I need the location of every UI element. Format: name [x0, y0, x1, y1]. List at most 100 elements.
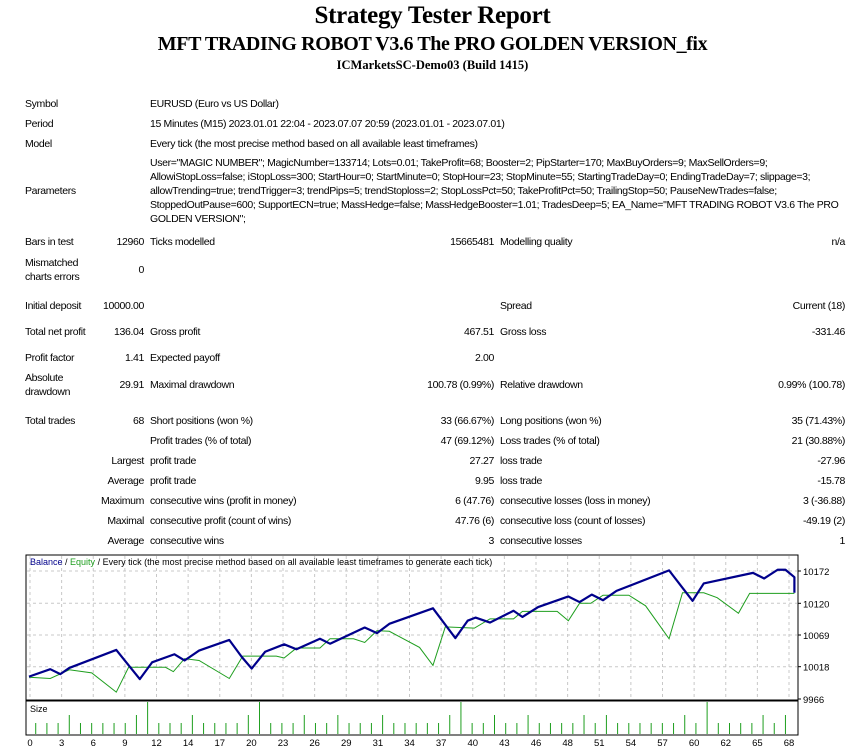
parameters-label: Parameters [25, 185, 76, 197]
y-tick-label: 10018 [803, 663, 829, 674]
abs-dd-value: 29.91 [119, 379, 144, 391]
x-tick-label: 23 [278, 738, 289, 749]
max-profit-label: consecutive profit (count of wins) [150, 515, 292, 527]
avg-profit-label: profit trade [150, 475, 196, 487]
bars-value: 12960 [116, 236, 145, 248]
spread-value: Current (18) [792, 300, 846, 312]
ticks-value: 15665481 [450, 236, 494, 248]
x-tick-label: 31 [373, 738, 384, 749]
spread-label: Spread [500, 300, 532, 312]
x-tick-label: 48 [562, 738, 573, 749]
balance-line [28, 568, 796, 681]
model-value: Every tick (the most precise method base… [150, 138, 478, 150]
row-pf: Profit factor 1.41 Expected payoff 2.00 [22, 348, 848, 368]
row-drawdown: Absolute drawdown 29.91 Maximal drawdown… [22, 368, 848, 402]
x-tick-label: 68 [784, 738, 795, 749]
x-tick-label: 43 [499, 738, 510, 749]
avg-wins-value: 3 [488, 535, 495, 547]
balance-equity-chart: Balance / Equity / Every tick (the most … [25, 554, 829, 749]
x-tick-label: 60 [689, 738, 700, 749]
row-maximal: Maximal consecutive profit (count of win… [22, 511, 848, 531]
profit-trades-value: 47 (69.12%) [440, 435, 495, 447]
x-tick-label: 17 [214, 738, 225, 749]
main-plot-frame [25, 554, 799, 701]
row-symbol: Symbol EURUSD (Euro vs US Dollar) [22, 94, 848, 114]
x-tick-label: 14 [183, 738, 194, 749]
maximal-label: Maximal [107, 515, 144, 527]
maximum-label: Maximum [100, 495, 144, 507]
net-label: Total net profit [25, 326, 86, 338]
x-tick-label: 29 [341, 738, 352, 749]
row-average-consecutive: Average consecutive wins 3 consecutive l… [22, 531, 848, 551]
period-value: 15 Minutes (M15) 2023.01.01 22:04 - 2023… [150, 118, 505, 130]
max-profit-value: 47.76 (6) [455, 515, 494, 527]
equity-line [28, 592, 795, 693]
x-axis-labels: 0 3 6 9 12 14 17 20 23 26 29 31 34 37 40 43 46 48 51 54 57 60… [27, 738, 794, 749]
model-label: Model [25, 138, 52, 150]
row-profit-trades: Profit trades (% of total) 47 (69.12%) L… [22, 431, 848, 451]
largest-label: Largest [111, 455, 144, 467]
avg-losses-value: 1 [839, 535, 846, 547]
deposit-label: Initial deposit [25, 300, 82, 312]
size-bars [35, 702, 786, 734]
rel-dd-value: 0.99% (100.78) [778, 379, 846, 391]
parameters-value: User="MAGIC NUMBER"; MagicNumber=133714;… [150, 157, 839, 225]
row-bars: Bars in test 12960 Ticks modelled 156654… [22, 228, 848, 256]
loss-trades-label: Loss trades (% of total) [500, 435, 600, 447]
rel-dd-label: Relative drawdown [500, 379, 583, 391]
max-losses-value: 3 (-36.88) [803, 495, 846, 507]
gross-loss-value: -331.46 [811, 326, 846, 338]
x-tick-label: 51 [594, 738, 605, 749]
payoff-value: 2.00 [474, 352, 494, 364]
size-plot-frame [25, 700, 799, 736]
x-tick-label: 65 [752, 738, 763, 749]
x-tick-label: 37 [436, 738, 447, 749]
server-name: ICMarketsSC-Demo03 (Build 1415) [336, 58, 529, 72]
pf-value: 1.41 [124, 352, 144, 364]
legend-balance: Balance [30, 557, 63, 567]
quality-value: n/a [831, 236, 846, 248]
legend-sep: / [63, 557, 71, 567]
x-tick-label: 54 [626, 738, 637, 749]
legend-equity: Equity [70, 557, 96, 567]
y-tick-label: 10172 [803, 567, 829, 578]
x-tick-label: 6 [91, 738, 96, 749]
report-title: Strategy Tester Report [314, 2, 551, 29]
gross-profit-label: Gross profit [150, 326, 201, 338]
legend-model: / Every tick (the most precise method ba… [95, 557, 492, 567]
long-label: Long positions (won %) [500, 415, 602, 427]
y-tick-label: 10120 [803, 599, 829, 610]
symbol-value: EURUSD (Euro vs US Dollar) [150, 98, 279, 110]
x-tick-label: 34 [404, 738, 415, 749]
size-label: Size [30, 704, 48, 714]
trades-label: Total trades [25, 415, 76, 427]
pf-label: Profit factor [25, 352, 75, 364]
x-tick-label: 12 [151, 738, 162, 749]
x-tick-label: 9 [122, 738, 127, 749]
largest-loss-label: loss trade [500, 455, 543, 467]
x-tick-label: 3 [59, 738, 64, 749]
chart-legend: Balance / Equity / Every tick (the most … [30, 557, 492, 567]
row-parameters: Parameters User="MAGIC NUMBER"; MagicNum… [22, 154, 848, 228]
row-net: Total net profit 136.04 Gross profit 467… [22, 316, 848, 348]
avg-losses-label: consecutive losses [500, 535, 582, 547]
max-dd-label: Maximal drawdown [150, 379, 235, 391]
average2-label: Average [107, 535, 145, 547]
y-tick-label: 9966 [803, 695, 824, 706]
short-value: 33 (66.67%) [440, 415, 495, 427]
max-wins-label: consecutive wins (profit in money) [150, 495, 297, 507]
gross-profit-value: 467.51 [463, 326, 494, 338]
mismatch-value: 0 [138, 264, 145, 276]
row-deposit: Initial deposit 10000.00 Spread Current … [22, 296, 848, 316]
ticks-label: Ticks modelled [150, 236, 215, 248]
row-largest: Largest profit trade 27.27 loss trade -2… [22, 451, 848, 471]
abs-dd-label: Absolute drawdown [25, 372, 71, 398]
x-tick-label: 62 [720, 738, 731, 749]
y-tick-label: 10069 [803, 631, 829, 642]
period-label: Period [25, 118, 54, 130]
row-maximum: Maximum consecutive wins (profit in mone… [22, 491, 848, 511]
row-model: Model Every tick (the most precise metho… [22, 134, 848, 154]
bars-label: Bars in test [25, 236, 74, 248]
x-tick-label: 46 [531, 738, 542, 749]
max-loss-value: -49.19 (2) [803, 515, 846, 527]
